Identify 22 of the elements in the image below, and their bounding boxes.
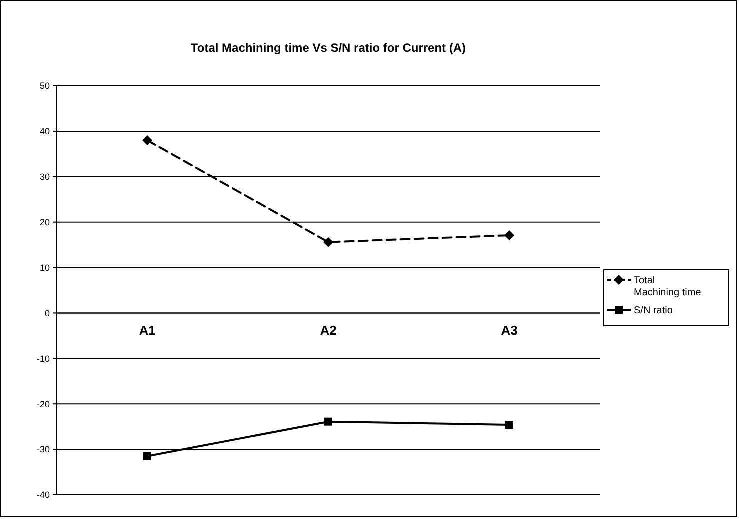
chart-title: Total Machining time Vs S/N ratio for Current (A) [190,41,466,55]
legend-label: S/N ratio [634,306,674,316]
x-tick-label: A1 [139,323,156,338]
x-tick-label: A2 [320,323,337,338]
point [324,418,332,426]
y-tick-label: 30 [40,172,50,182]
point [324,237,334,248]
y-tick-label: -20 [36,399,50,410]
x-tick-label: A3 [501,323,518,338]
point [144,452,152,460]
y-tick-label: 50 [40,81,50,92]
y-tick-label: 20 [40,217,50,228]
y-tick-label: 0 [44,308,50,318]
y-tick-label: 40 [40,126,50,137]
y-tick-label: -10 [36,354,50,364]
point [142,136,152,146]
point [506,421,514,430]
y-tick-label: -40 [36,490,50,500]
legend-label: Total Machining time [634,276,702,298]
y-tick-label: -30 [36,444,50,455]
y-tick-label: 10 [40,262,50,273]
point [504,230,514,241]
